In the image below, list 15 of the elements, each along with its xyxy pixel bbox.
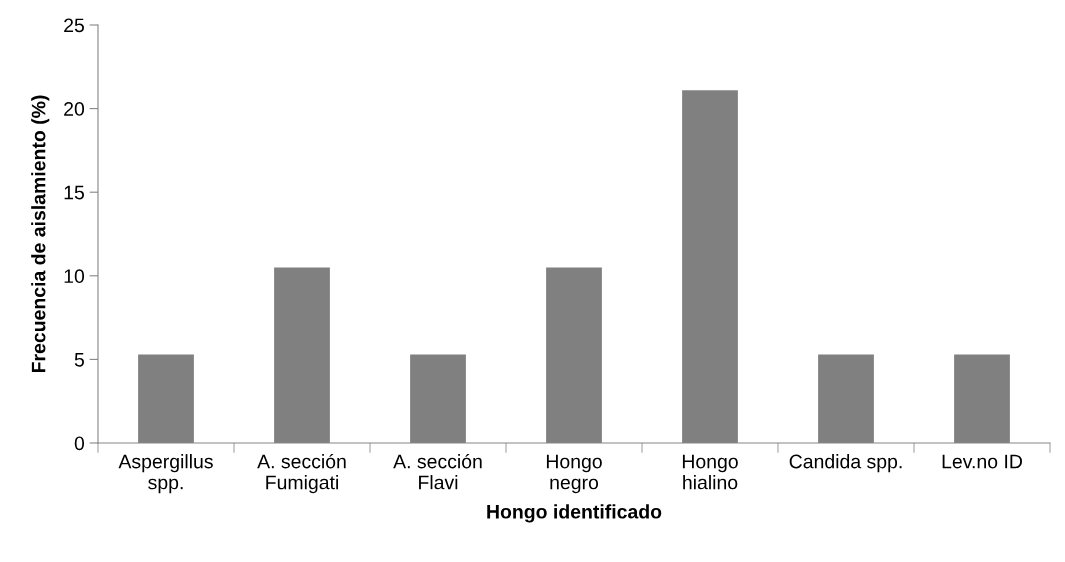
y-tick-label: 20 xyxy=(64,102,85,116)
x-tick-label: Aspergillus spp. xyxy=(118,454,213,494)
y-tick-label: 10 xyxy=(64,269,85,284)
x-tick-label: Hongo negro xyxy=(546,454,602,494)
y-tick-label: 0 xyxy=(74,436,85,451)
x-tick-label: A. sección Fumigati xyxy=(257,453,346,494)
x-tick-label: Hongo hialino xyxy=(682,454,738,490)
x-tick-label: Candida spp. xyxy=(789,454,902,473)
y-tick-label: 25 xyxy=(64,18,84,33)
x-axis-title: Hongo identificado xyxy=(487,504,662,523)
y-tick-label: 15 xyxy=(64,185,84,200)
y-axis-title: Frecuencia de aislamiento (%) xyxy=(31,95,50,373)
x-tick-label: A. sección Flavi xyxy=(393,453,482,490)
x-tick-label: Lev.no ID xyxy=(942,454,1022,469)
y-tick-label: 5 xyxy=(74,353,84,367)
